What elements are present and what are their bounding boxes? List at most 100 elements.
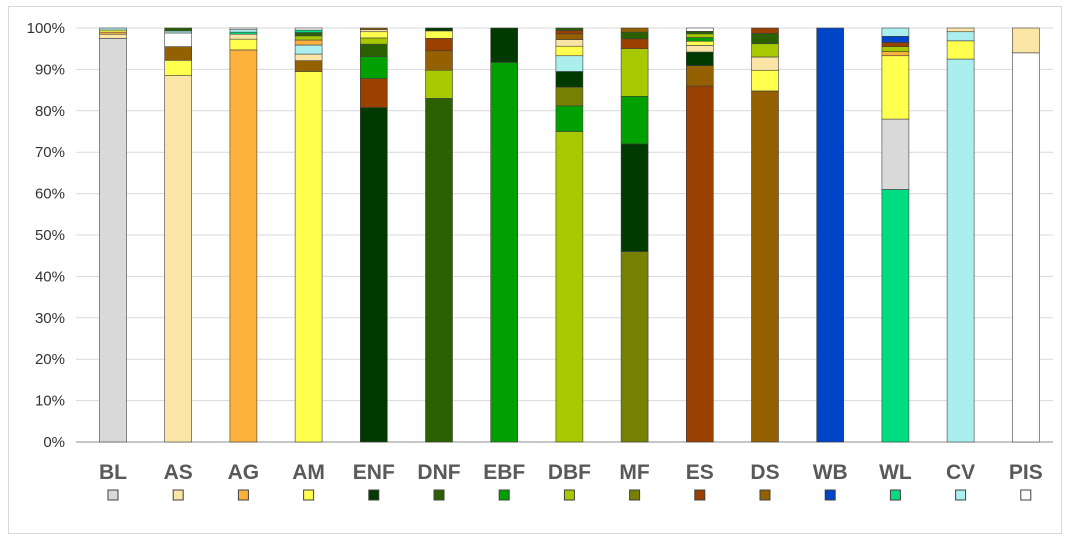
bar-segment-am-am [294, 71, 323, 443]
legend-marker-dbf [563, 489, 575, 501]
bar-segment-ag-as [229, 33, 258, 40]
bar-segment-dnf-enf [425, 27, 453, 32]
x-tick-label: BL [99, 461, 127, 484]
legend-marker-wl [889, 489, 901, 501]
bar-segment-enf-as [359, 29, 388, 33]
bar-segment-enf-es [359, 78, 388, 108]
bar-segment-as-cv [164, 30, 192, 34]
bar-segment-dbf-ebf [555, 105, 584, 132]
bar-segment-cv-as [946, 27, 975, 33]
x-tick-label: DNF [417, 461, 460, 484]
bar-segment-es-dnf [685, 31, 714, 35]
bar-segment-pis-pis [1011, 52, 1040, 443]
bar-segment-ag-ag [229, 49, 258, 443]
bar-segment-am-dnf [294, 32, 323, 37]
bar-segment-mf-dnf [620, 31, 649, 40]
bars [99, 27, 1040, 443]
legend-marker-cv [955, 489, 967, 501]
bar-segment-dbf-mf [555, 86, 584, 107]
bar-segment-bl-as [99, 33, 127, 39]
bar-segment-am-dbf [294, 35, 323, 41]
y-tick-label: 50% [35, 227, 65, 244]
bar-segment-as-ds [164, 46, 192, 61]
y-tick-label: 80% [35, 103, 65, 120]
bar-segment-wl-ag [881, 51, 910, 57]
legend-marker-ag [237, 489, 249, 501]
bar-segment-as-dnf [164, 27, 192, 32]
y-tick-label: 0% [43, 434, 65, 451]
bar-segment-bl-ag [99, 31, 127, 35]
bar-segment-es-enf [685, 51, 714, 66]
bar-segment-mf-dbf [620, 48, 649, 97]
bar-segment-ag-am [229, 38, 258, 51]
bar-segment-mf-mf [620, 251, 649, 443]
bar-segment-wl-bl [881, 118, 910, 190]
legend-marker-bl [107, 489, 119, 501]
bar-segment-ag-pis [229, 27, 258, 30]
bar-segment-ds-dnf [751, 33, 779, 45]
bar-segment-ebf-ebf [490, 62, 519, 443]
bar-segment-ebf-enf [490, 27, 519, 63]
bar-segment-ds-es [751, 27, 779, 34]
bar-segment-am-as [294, 53, 323, 62]
bar-segment-es-pis [685, 27, 714, 32]
bar-segment-wl-cv [881, 27, 910, 37]
bar-segment-dnf-am [425, 30, 453, 39]
bar-segment-dnf-es [425, 38, 453, 52]
legend-marker-ds [759, 489, 771, 501]
bar-segment-enf-enf [359, 107, 388, 443]
bar-segment-am-ds [294, 60, 323, 72]
x-tick-label: ES [686, 461, 714, 484]
bar-segment-enf-ebf [359, 56, 388, 79]
x-tick-label: EBF [483, 461, 525, 484]
bar-segment-enf-ds [359, 27, 388, 30]
bar-segment-ag-wl [229, 31, 258, 35]
bar-segment-wl-wb [881, 35, 910, 43]
bar-segment-dnf-dnf [425, 98, 453, 443]
bar-segment-enf-dnf [359, 43, 388, 57]
bar-segment-es-am [685, 40, 714, 46]
x-tick-label: WL [879, 461, 912, 484]
bar-segment-es-dbf [685, 33, 714, 38]
bar-segment-mf-es [620, 38, 649, 49]
bar-segment-am-ag [294, 39, 323, 46]
bar-segment-mf-enf [620, 143, 649, 252]
bar-segment-wl-es [881, 42, 910, 47]
legend-markers [107, 489, 1032, 501]
bar-segment-ds-dbf [751, 43, 779, 58]
bar-segment-pis-as [1011, 27, 1040, 54]
legend-marker-enf [368, 489, 380, 501]
bar-segment-ds-am [751, 69, 779, 92]
bar-segment-dnf-ds [425, 50, 453, 71]
bar-segment-es-ebf [685, 37, 714, 42]
bar-segment-dbf-am [555, 45, 584, 57]
y-tick-label: 70% [35, 144, 65, 161]
bar-segment-ds-as [751, 56, 779, 71]
bar-segment-ds-ds [751, 90, 779, 443]
x-tick-label: PIS [1009, 461, 1043, 484]
bar-segment-cv-cv [946, 58, 975, 443]
legend-marker-pis [1020, 489, 1032, 501]
x-tick-label: AS [164, 461, 193, 484]
bar-segment-cv-cv [946, 31, 975, 42]
bar-segment-am-cv [294, 44, 323, 55]
bar-segment-as-as [164, 75, 192, 443]
bar-segment-dnf-dbf [425, 69, 453, 99]
y-axis: 0% 10% 20% 30% 40% 50% 60% 70% 80% 90% 100% [27, 20, 65, 451]
bar-segment-dbf-dnf [555, 27, 584, 31]
bar-segment-dbf-as [555, 39, 584, 47]
legend-marker-mf [629, 489, 641, 501]
bar-segment-am-wl [294, 29, 323, 33]
bar-segment-mf-ebf [620, 96, 649, 145]
bar-segment-es-as [685, 45, 714, 53]
bar-segment-dbf-ds [555, 33, 584, 40]
y-tick-label: 40% [35, 268, 65, 285]
x-tick-label: CV [946, 461, 975, 484]
legend-marker-es [694, 489, 706, 501]
y-tick-label: 20% [35, 351, 65, 368]
legend-marker-dnf [433, 489, 445, 501]
x-tick-label: WB [813, 461, 848, 484]
chart-frame: 0% 10% 20% 30% 40% 50% 60% 70% 80% 90% 100% BL AS AG… [8, 6, 1062, 534]
x-tick-label: MF [619, 461, 649, 484]
bar-segment-bl-cv [99, 27, 127, 31]
